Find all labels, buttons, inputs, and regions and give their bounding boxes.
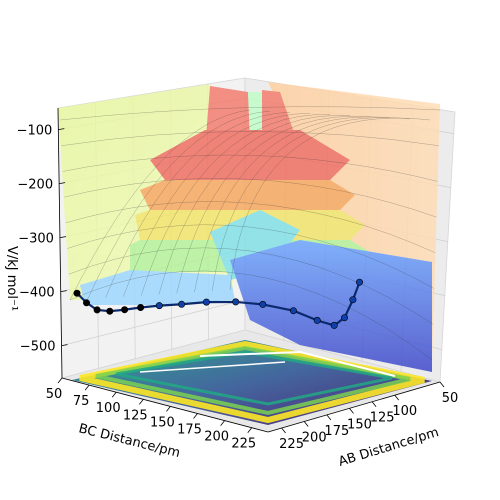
trajectory-point (202, 298, 210, 306)
z-tick-labels: −100 −200 −300 −400 −500 (17, 124, 68, 355)
x-tick-label: 225 (231, 437, 256, 452)
trajectory-point (83, 299, 91, 307)
surface-well-blue (230, 240, 432, 372)
trajectory-point (355, 278, 363, 286)
y-tick-label: 50 (442, 391, 459, 406)
y-tick-label: 225 (279, 437, 304, 452)
x-tick-label: 50 (46, 387, 63, 402)
x-tick-label: 200 (204, 430, 229, 445)
trajectory-point (289, 307, 297, 315)
surface-left-basin (80, 270, 235, 305)
trajectory-point (106, 307, 114, 315)
z-tick-label: −300 (18, 232, 54, 247)
trajectory-point (340, 314, 348, 322)
x-tick-label: 75 (73, 394, 90, 409)
x-tick-label: 100 (96, 401, 121, 416)
y-tick-label: 100 (392, 404, 417, 419)
trajectory-point (313, 316, 321, 324)
x-tick-label: 175 (177, 423, 202, 438)
y-tick-label: 200 (302, 430, 327, 445)
trajectory-point (73, 289, 81, 297)
floor-contour (72, 340, 432, 425)
z-tick-label: −400 (19, 286, 55, 301)
y-tick-label: 175 (324, 424, 349, 439)
surface-peak-center (248, 92, 262, 140)
z-axis: −100 −200 −300 −400 −500 V/kJ mol⁻¹ (4, 107, 68, 379)
trajectory-point (330, 321, 338, 329)
x-tick-label: 125 (123, 408, 148, 423)
surface-wireframe (59, 106, 441, 361)
z-axis-title: V/kJ mol⁻¹ (4, 246, 19, 311)
z-tick-label: −200 (17, 178, 53, 193)
trajectory-point (259, 300, 267, 308)
trajectory-point (178, 300, 186, 308)
surface-ridge-orange (140, 180, 355, 210)
trajectory-series (73, 278, 363, 329)
trajectory-point (349, 296, 357, 304)
trajectory-point (93, 306, 101, 314)
trajectory-point (121, 306, 129, 314)
potential-surface (58, 82, 440, 372)
trajectory-point (137, 303, 145, 311)
trajectory-point (232, 298, 240, 306)
y-tick-label: 150 (347, 417, 372, 432)
x-tick-label: 150 (150, 415, 175, 430)
surface-ridge-red (150, 130, 350, 180)
z-tick-label: −100 (17, 124, 53, 139)
x-tick-labels: 50 75 100 125 150 175 200 225 (46, 377, 256, 452)
trajectory-point (155, 302, 163, 310)
z-tick-label: −500 (20, 340, 56, 355)
y-tick-label: 125 (370, 411, 395, 426)
